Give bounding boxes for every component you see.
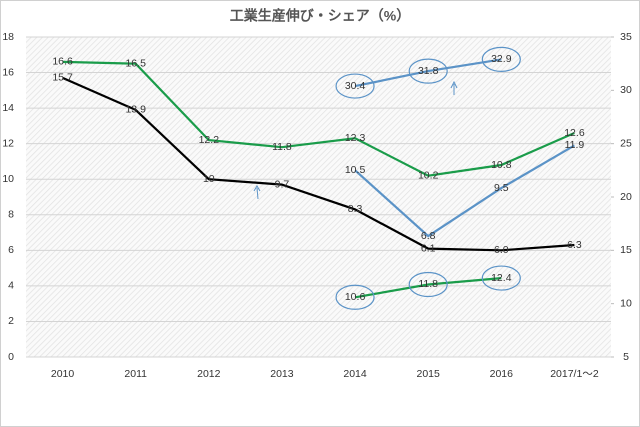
data-label: 6.1 xyxy=(421,242,436,254)
series-line xyxy=(62,60,575,177)
series-line xyxy=(354,144,575,238)
series-line xyxy=(354,277,502,299)
y-tick-label: 12 xyxy=(2,137,14,149)
label-circle xyxy=(335,284,375,310)
data-label: 10.6 xyxy=(345,291,366,303)
data-label: 11.8 xyxy=(418,278,438,290)
data-label: 30.4 xyxy=(345,80,366,92)
arrow xyxy=(253,185,261,200)
data-label: 6.8 xyxy=(421,230,436,242)
data-label: 10.2 xyxy=(418,169,439,181)
y2-tick-label: 15 xyxy=(620,244,632,256)
y-tick-label: 10 xyxy=(2,173,14,185)
label-circle xyxy=(481,46,521,73)
data-label: 9.7 xyxy=(275,178,290,190)
y2-tick-label: 35 xyxy=(620,31,632,43)
y2-tick-label: 5 xyxy=(623,351,629,363)
label-circle xyxy=(335,73,375,99)
data-label: 32.9 xyxy=(491,53,512,65)
data-label: 12.6 xyxy=(564,127,585,139)
x-tick-label: 2016 xyxy=(490,368,514,380)
x-tick-label: 2013 xyxy=(270,368,294,380)
data-label: 9.5 xyxy=(494,182,509,194)
y2-tick-label: 25 xyxy=(620,137,632,149)
y-tick-label: 0 xyxy=(8,351,14,363)
x-tick-label: 2010 xyxy=(51,368,75,380)
label-circle xyxy=(408,271,448,298)
series-line xyxy=(62,76,575,252)
data-label: 6.3 xyxy=(567,239,582,251)
data-label: 6.0 xyxy=(494,244,509,256)
data-label: 11.9 xyxy=(565,139,585,151)
y2-tick-label: 20 xyxy=(620,191,632,203)
arrow xyxy=(450,80,458,95)
y2-tick-label: 30 xyxy=(620,84,632,96)
chart-title: 工業生産伸び・シェア（%） xyxy=(230,8,410,24)
y-tick-label: 4 xyxy=(8,280,14,292)
data-label: 12.4 xyxy=(491,272,512,284)
data-label: 10.5 xyxy=(345,164,366,176)
y-tick-label: 8 xyxy=(8,209,14,221)
x-tick-label: 2015 xyxy=(417,368,441,380)
y-tick-label: 16 xyxy=(2,66,14,78)
data-label: 11.8 xyxy=(272,141,292,153)
data-label: 10 xyxy=(203,173,215,185)
y-tick-label: 6 xyxy=(8,244,14,256)
label-circle xyxy=(481,265,521,291)
data-label: 8.3 xyxy=(348,203,363,215)
y2-tick-label: 10 xyxy=(620,297,632,309)
y-tick-label: 18 xyxy=(2,31,14,43)
data-label: 16.6 xyxy=(52,56,73,68)
label-circle xyxy=(408,58,448,84)
y-tick-label: 14 xyxy=(2,102,14,114)
series-line xyxy=(354,58,502,88)
data-label: 31.8 xyxy=(418,65,439,77)
data-label: 13.9 xyxy=(125,104,146,116)
data-label: 10.8 xyxy=(491,159,512,171)
x-tick-label: 2017/1～2 xyxy=(550,368,599,380)
data-label: 12.3 xyxy=(345,132,366,144)
x-tick-label: 2011 xyxy=(124,368,147,380)
data-label: 15.7 xyxy=(52,72,73,84)
y-tick-label: 2 xyxy=(8,315,14,327)
x-tick-label: 2012 xyxy=(197,368,221,380)
data-label: 12.2 xyxy=(199,134,220,146)
data-label: 16.5 xyxy=(125,57,146,69)
x-tick-label: 2014 xyxy=(343,368,367,380)
